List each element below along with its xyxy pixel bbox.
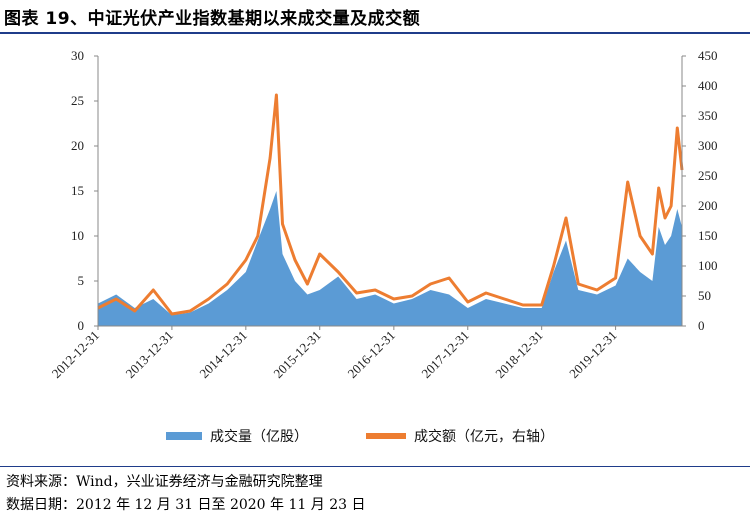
y-right-tick-label: 50 — [698, 288, 711, 303]
chart-canvas: 0510152025300501001502002503003504004502… — [49, 48, 718, 445]
x-tick-label: 2018-12-31 — [492, 328, 546, 382]
y-left-tick-label: 30 — [71, 48, 84, 63]
y-right-tick-label: 250 — [698, 168, 718, 183]
y-left-tick-label: 25 — [71, 93, 84, 108]
chart-title: 图表 19、中证光伏产业指数基期以来成交量及成交额 — [4, 9, 421, 29]
y-right-tick-label: 350 — [698, 108, 718, 123]
y-left-tick-label: 5 — [78, 273, 85, 288]
y-left-tick-label: 20 — [71, 138, 84, 153]
legend-volume-swatch — [166, 432, 202, 440]
y-left-tick-label: 0 — [78, 318, 85, 333]
y-left-tick-label: 15 — [71, 183, 84, 198]
legend-volume-label: 成交量（亿股） — [210, 428, 308, 445]
y-right-tick-label: 300 — [698, 138, 718, 153]
title-divider — [0, 32, 750, 34]
volume-area — [98, 191, 682, 326]
x-tick-label: 2016-12-31 — [344, 328, 398, 382]
date-note: 数据日期：2012 年 12 月 31 日至 2020 年 11 月 23 日 — [6, 497, 366, 513]
y-right-tick-label: 450 — [698, 48, 718, 63]
x-tick-label: 2019-12-31 — [566, 328, 620, 382]
footer-divider — [0, 466, 750, 467]
y-right-tick-label: 100 — [698, 258, 718, 273]
legend-amount-swatch — [366, 433, 406, 439]
legend-amount-label: 成交额（亿元，右轴） — [414, 428, 554, 445]
x-tick-label: 2012-12-31 — [49, 328, 103, 382]
y-right-tick-label: 0 — [698, 318, 705, 333]
x-tick-label: 2017-12-31 — [418, 328, 472, 382]
amount-line — [97, 93, 684, 316]
x-tick-label: 2015-12-31 — [270, 328, 324, 382]
x-tick-label: 2014-12-31 — [196, 328, 250, 382]
y-left-tick-label: 10 — [71, 228, 84, 243]
x-tick-label: 2013-12-31 — [123, 328, 177, 382]
y-right-tick-label: 150 — [698, 228, 718, 243]
y-right-tick-label: 400 — [698, 78, 718, 93]
y-right-tick-label: 200 — [698, 198, 718, 213]
source-note: 资料来源：Wind，兴业证券经济与金融研究院整理 — [6, 474, 323, 490]
